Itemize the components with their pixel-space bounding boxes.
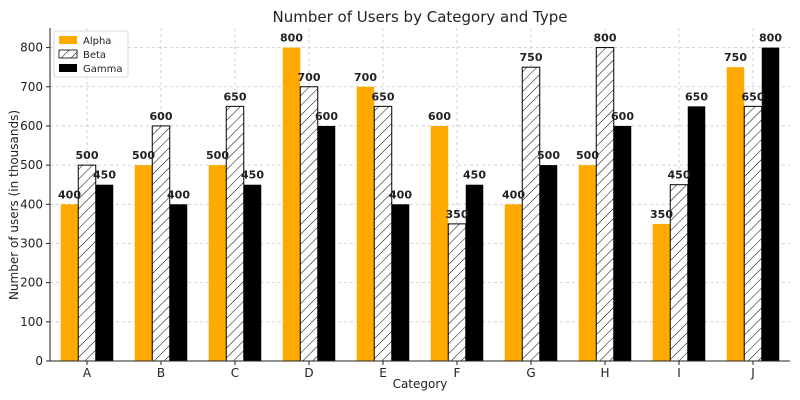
data-label: 650: [224, 90, 247, 103]
bars: [60, 47, 780, 362]
data-label: 400: [389, 188, 412, 201]
bar-gamma: [465, 184, 484, 361]
bar-alpha: [208, 165, 227, 361]
bar-beta: [595, 47, 615, 362]
bar-alpha: [578, 165, 597, 361]
data-label: 800: [759, 32, 782, 45]
data-label: 450: [668, 169, 691, 182]
data-label: 500: [76, 149, 99, 162]
bar-alpha: [652, 223, 671, 361]
data-label: 350: [650, 208, 673, 221]
data-label: 450: [241, 169, 264, 182]
axes: 0 100 200 300 400 500 600 700 800 A B C D E F G H I J: [20, 28, 790, 380]
legend-swatch: [59, 64, 77, 72]
bar-gamma: [539, 165, 558, 361]
bar-alpha: [282, 47, 301, 362]
data-label: 450: [463, 169, 486, 182]
bar-alpha: [726, 67, 745, 362]
data-label: 700: [354, 71, 377, 84]
bar-gamma: [391, 204, 410, 361]
bar-alpha: [430, 125, 449, 361]
bar-alpha: [134, 165, 153, 361]
bar-gamma: [169, 204, 188, 361]
data-label: 650: [742, 90, 765, 103]
data-label: 500: [206, 149, 229, 162]
data-label: 400: [58, 188, 81, 201]
y-tick-label: 400: [20, 197, 43, 211]
x-tick-label: I: [677, 366, 681, 380]
data-label: 600: [315, 110, 338, 123]
bar-alpha: [60, 204, 79, 361]
bar-alpha: [356, 86, 375, 361]
x-tick-label: J: [750, 366, 755, 380]
data-label: 350: [446, 208, 469, 221]
data-label: 600: [611, 110, 634, 123]
legend-label: Beta: [83, 50, 106, 61]
data-label: 450: [93, 169, 116, 182]
x-axis-title: Category: [393, 377, 448, 391]
x-tick-label: F: [454, 366, 461, 380]
x-tick-label: C: [231, 366, 239, 380]
bar-gamma: [243, 184, 262, 361]
x-tick-label: G: [526, 366, 535, 380]
data-label: 400: [167, 188, 190, 201]
bar-beta: [225, 105, 245, 362]
bar-gamma: [761, 47, 780, 362]
y-tick-label: 700: [20, 80, 43, 94]
y-tick-label: 0: [35, 354, 43, 368]
x-tick-label: E: [379, 366, 387, 380]
legend-label: Alpha: [83, 36, 111, 47]
data-label: 500: [132, 149, 155, 162]
data-label: 500: [537, 149, 560, 162]
bar-gamma: [95, 184, 114, 361]
bar-beta: [447, 223, 467, 362]
data-label: 750: [724, 51, 747, 64]
data-label: 700: [298, 71, 321, 84]
y-tick-label: 100: [20, 315, 43, 329]
y-tick-label: 600: [20, 119, 43, 133]
data-label: 650: [372, 90, 395, 103]
data-label: 650: [685, 90, 708, 103]
bar-beta: [373, 105, 393, 362]
y-tick-label: 300: [20, 236, 43, 250]
data-label: 600: [150, 110, 173, 123]
y-tick-label: 500: [20, 158, 43, 172]
data-label: 800: [280, 32, 303, 45]
x-tick-label: A: [83, 366, 92, 380]
data-labels: 400 500 450 500 600 400 500 650 450 800 700 600 700 6…: [58, 32, 782, 221]
y-tick-label: 800: [20, 41, 43, 55]
bar-beta: [521, 66, 541, 362]
data-label: 400: [502, 188, 525, 201]
data-label: 800: [594, 32, 617, 45]
y-tick-label: 200: [20, 276, 43, 290]
bar-gamma: [687, 106, 706, 362]
x-tick-label: H: [600, 366, 609, 380]
bar-gamma: [613, 125, 632, 361]
x-tick-label: B: [157, 366, 165, 380]
legend-swatch: [58, 49, 78, 59]
y-axis-title: Number of users (in thousands): [7, 110, 21, 300]
legend-swatch: [59, 36, 77, 44]
x-tick-label: D: [304, 366, 313, 380]
bar-beta: [743, 105, 763, 362]
bar-gamma: [317, 125, 336, 361]
data-label: 750: [520, 51, 543, 64]
bar-beta: [299, 86, 319, 362]
legend: Alpha Beta Gamma: [53, 30, 129, 78]
legend-label: Gamma: [83, 64, 123, 75]
bar-alpha: [504, 204, 523, 361]
data-label: 600: [428, 110, 451, 123]
chart-title: Number of Users by Category and Type: [273, 8, 568, 26]
data-label: 500: [576, 149, 599, 162]
